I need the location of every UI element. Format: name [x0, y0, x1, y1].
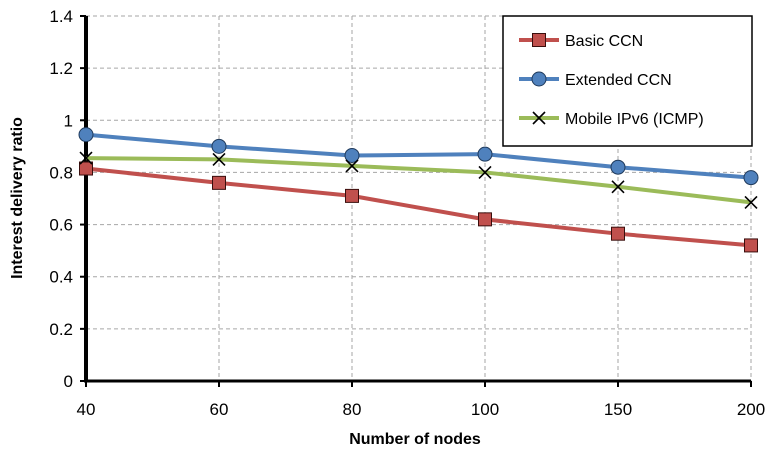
data-point-mobile-ipv6-icmp — [345, 159, 359, 173]
legend-marker — [532, 33, 546, 47]
series-line-mobile-ipv6-icmp — [85, 156, 752, 205]
data-point-extended-ccn — [743, 170, 759, 186]
legend-label: Basic CCN — [565, 33, 643, 50]
legend-marker — [532, 111, 546, 125]
series-line-extended-ccn — [85, 132, 752, 180]
data-point-extended-ccn — [211, 138, 227, 154]
y-axis-title: Interest delivery ratio — [9, 117, 26, 279]
data-point-basic-ccn — [611, 226, 625, 241]
data-point-basic-ccn — [79, 161, 93, 176]
legend-marker — [531, 71, 547, 87]
data-point-extended-ccn — [610, 159, 626, 175]
x-tick-label: 100 — [471, 400, 499, 419]
data-point-mobile-ipv6-icmp — [79, 151, 93, 165]
data-point-extended-ccn — [78, 127, 94, 143]
y-tick-label: 0.8 — [49, 163, 73, 182]
y-tick-label: 1 — [64, 111, 73, 130]
y-tick-label: 1.2 — [49, 59, 73, 78]
data-point-mobile-ipv6-icmp — [611, 180, 625, 194]
data-point-basic-ccn — [345, 188, 359, 203]
x-tick-labels: 40 60 80 100 150 200 — [77, 400, 766, 419]
legend: Basic CCN Extended CCN Mobile IPv6 (ICMP) — [502, 15, 753, 147]
y-tick-label: 0.6 — [49, 216, 73, 235]
legend-label: Mobile IPv6 (ICMP) — [565, 111, 704, 128]
x-tick-label: 200 — [737, 400, 765, 419]
series-line-basic-ccn — [85, 166, 752, 248]
data-point-mobile-ipv6-icmp — [212, 152, 226, 166]
data-point-mobile-ipv6-icmp — [478, 165, 492, 179]
y-tick-label: 1.4 — [49, 7, 73, 26]
y-tick-labels: 0 0.2 0.4 0.6 0.8 1 1.2 1.4 — [49, 7, 73, 391]
x-tick-label: 150 — [604, 400, 632, 419]
y-tick-label: 0.2 — [49, 320, 73, 339]
legend-label: Extended CCN — [565, 72, 672, 89]
data-point-basic-ccn — [478, 212, 492, 227]
legend-item: Mobile IPv6 (ICMP) — [519, 111, 704, 128]
x-tick-label: 80 — [343, 400, 362, 419]
series-lines — [78, 127, 759, 253]
legend-item: Basic CCN — [519, 33, 643, 50]
y-tick-label: 0.4 — [49, 268, 73, 287]
legend-item: Extended CCN — [519, 71, 672, 89]
data-point-extended-ccn — [477, 146, 493, 162]
x-tick-label: 40 — [77, 400, 96, 419]
x-tick-label: 60 — [210, 400, 229, 419]
y-tick-label: 0 — [64, 372, 73, 391]
data-point-extended-ccn — [344, 147, 360, 163]
data-point-basic-ccn — [212, 175, 226, 190]
data-point-mobile-ipv6-icmp — [744, 195, 758, 209]
data-point-basic-ccn — [744, 238, 758, 253]
x-axis-title: Number of nodes — [349, 431, 481, 448]
